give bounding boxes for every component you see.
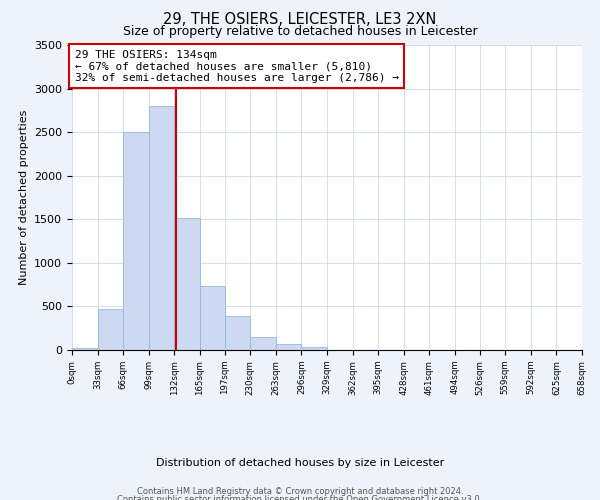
- Text: Contains public sector information licensed under the Open Government Licence v3: Contains public sector information licen…: [118, 495, 482, 500]
- Bar: [72, 348, 98, 350]
- Bar: [276, 344, 301, 350]
- Bar: [149, 106, 175, 350]
- Bar: [224, 316, 250, 350]
- Text: 29 THE OSIERS: 134sqm
← 67% of detached houses are smaller (5,810)
32% of semi-d: 29 THE OSIERS: 134sqm ← 67% of detached …: [74, 50, 398, 83]
- Bar: [200, 286, 224, 350]
- Bar: [175, 218, 200, 350]
- Text: Size of property relative to detached houses in Leicester: Size of property relative to detached ho…: [122, 25, 478, 38]
- Bar: [250, 338, 276, 350]
- Text: Distribution of detached houses by size in Leicester: Distribution of detached houses by size …: [156, 458, 444, 468]
- Bar: [301, 348, 327, 350]
- Text: 29, THE OSIERS, LEICESTER, LE3 2XN: 29, THE OSIERS, LEICESTER, LE3 2XN: [163, 12, 437, 28]
- Bar: [98, 309, 123, 350]
- Bar: [123, 132, 149, 350]
- Text: Contains HM Land Registry data © Crown copyright and database right 2024.: Contains HM Land Registry data © Crown c…: [137, 488, 463, 496]
- Y-axis label: Number of detached properties: Number of detached properties: [19, 110, 29, 285]
